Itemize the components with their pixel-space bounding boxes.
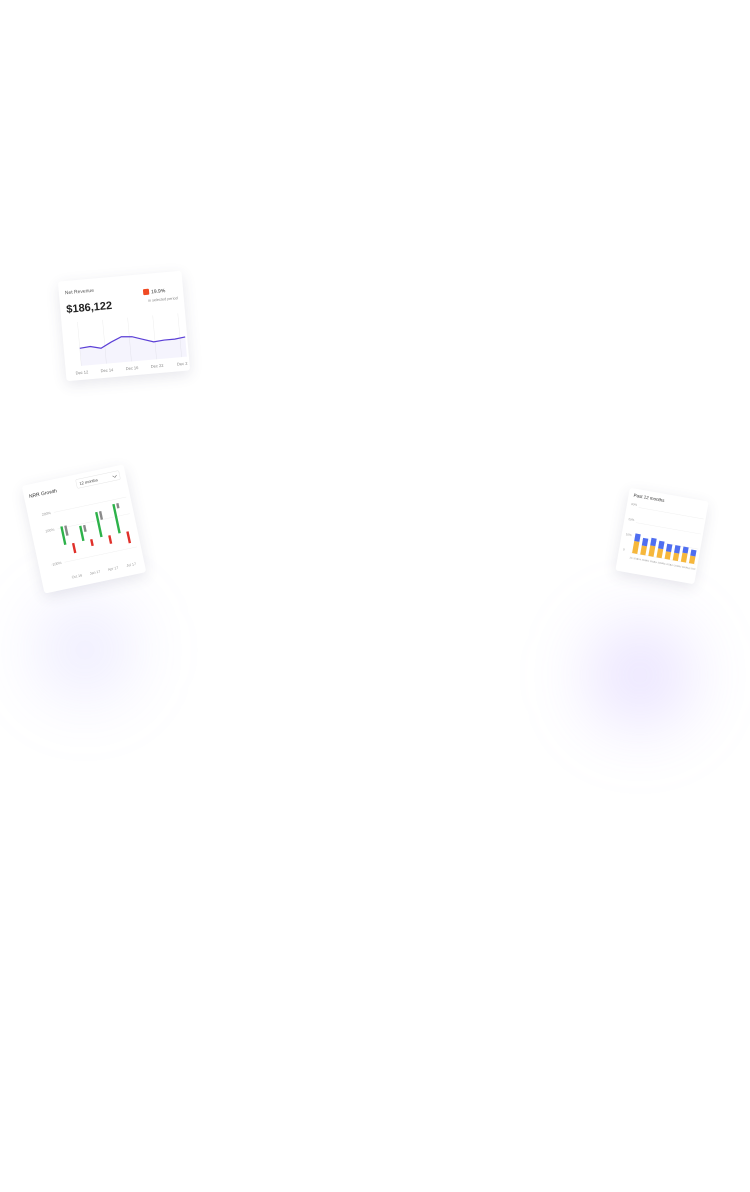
x-tick-label: Dec 12: [75, 369, 89, 375]
x-tick-label: Jun 2018: [670, 564, 680, 568]
x-tick-label: Jan 17: [89, 570, 100, 576]
bar: [648, 545, 656, 557]
bar: [79, 525, 85, 542]
y-tick-label: 20%: [628, 517, 635, 522]
bar: [690, 549, 697, 557]
nrr-card: NRR Growth 12 months 200% 100% -100% Oct 16 Ja…: [21, 464, 147, 594]
bar: [656, 548, 664, 559]
x-tick-label: Dec 2: [177, 361, 189, 367]
y-tick-label: 0: [623, 547, 626, 551]
bar: [60, 526, 67, 545]
x-tick-label: Feb 2018: [637, 559, 647, 563]
grid-line: [638, 507, 704, 520]
bar: [108, 535, 113, 544]
grid-line: [102, 319, 107, 364]
grid-line: [64, 546, 137, 563]
bar: [71, 542, 77, 554]
caret: [112, 474, 117, 478]
x-tick-label: Apr 17: [108, 566, 119, 572]
bar: [641, 537, 649, 547]
card-title: Past 12 months: [633, 493, 665, 503]
badge: 19.9%: [151, 288, 166, 295]
y-tick-label: 200%: [42, 511, 53, 517]
x-tick-label: Oct 16: [71, 573, 82, 579]
bar: [112, 503, 121, 534]
revenue-card: Net Revenue $186,122 19.9% in selected peri…: [57, 270, 191, 382]
x-tick-label: May 2018: [661, 563, 672, 567]
bar: [672, 552, 680, 562]
bar: [98, 511, 104, 520]
chart: Net Revenue $186,122 19.9%in selected peri…: [65, 288, 189, 376]
bar: [64, 525, 69, 536]
bar: [680, 552, 688, 563]
bar: [640, 545, 647, 556]
note: in selected period: [148, 296, 178, 303]
bar: [116, 503, 120, 509]
bar: [90, 538, 94, 547]
y-tick-label: -100%: [51, 561, 63, 567]
bar: [674, 545, 681, 554]
x-tick-label: Jul 17: [126, 562, 136, 568]
bar: [650, 537, 657, 547]
headline: $186,122: [66, 300, 113, 316]
bar: [95, 511, 103, 538]
card-title: Net Revenue: [65, 288, 95, 297]
bar: [682, 546, 689, 554]
y-tick-label: 100%: [45, 527, 56, 533]
y-tick-label: 30%: [631, 502, 638, 507]
x-tick-label: Dec 14: [100, 367, 114, 373]
glow: [560, 600, 720, 750]
grid-line: [152, 315, 157, 360]
x-tick-label: Jul 2018: [678, 566, 687, 570]
badge-icon: [142, 288, 150, 296]
area: [79, 336, 187, 366]
grid-line: [57, 513, 130, 530]
bar: [688, 555, 696, 565]
bar: [126, 531, 132, 544]
card-title: NRR Growth: [29, 488, 58, 500]
dropdown[interactable]: [75, 470, 121, 489]
grid-line: [177, 313, 182, 358]
x-tick-label: Dec 22: [151, 363, 165, 369]
bar: [665, 543, 673, 553]
glow: [10, 580, 160, 720]
grid-line: [77, 322, 82, 366]
bar: [632, 540, 640, 554]
bar: [664, 551, 672, 560]
x-tick-label: Dec 16: [126, 365, 140, 371]
grid-line: [53, 496, 127, 513]
bar: [634, 533, 641, 542]
months-card: Past 12 months 0 10% 20% 30% Jan 2018 Feb 2018…: [615, 487, 709, 585]
x-tick-label: Apr 2018: [654, 561, 664, 566]
grid-line: [127, 317, 132, 362]
bar: [658, 540, 665, 550]
y-tick-label: 10%: [625, 532, 632, 537]
chart: NRR Growth 12 months 200% 100% -100% Oct 16 Ja…: [29, 470, 137, 580]
x-tick-label: Aug 2018: [686, 566, 697, 571]
dropdown-label: 12 months: [79, 477, 98, 486]
bar: [82, 524, 87, 532]
x-tick-label: Jan 2018: [629, 557, 639, 561]
line: [79, 336, 186, 349]
grid-line: [635, 522, 701, 535]
x-tick-label: Mar 2018: [645, 559, 655, 564]
